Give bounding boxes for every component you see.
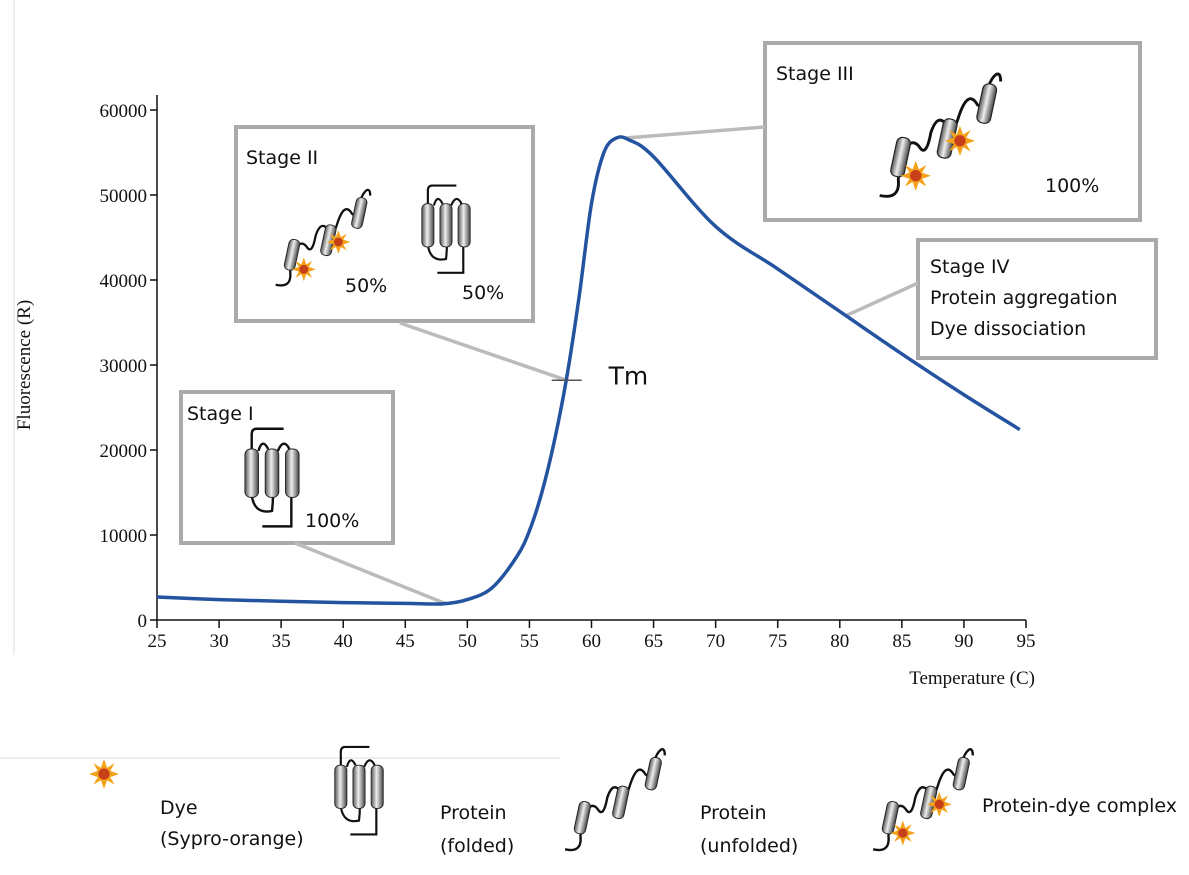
x-tick-label: 45 xyxy=(396,631,415,652)
x-tick-label: 55 xyxy=(520,631,539,652)
key-label: (Sypro-orange) xyxy=(160,828,304,850)
chart: Temperature (C) Fluorescence (R) 0 10000 2… xyxy=(0,0,1189,875)
key-label: Dye xyxy=(160,797,198,819)
annotation-text: 100% xyxy=(305,510,359,532)
x-tick-label: 80 xyxy=(830,631,849,652)
key-label: (unfolded) xyxy=(700,835,798,857)
annotation-text: Stage I xyxy=(187,403,254,425)
annotation-text: Stage IV xyxy=(930,256,1010,278)
key-label: Protein xyxy=(700,802,767,824)
y-tick-label: 60000 xyxy=(100,101,148,122)
annotation-text: Stage II xyxy=(246,147,318,169)
y-tick-label: 0 xyxy=(138,611,148,632)
x-tick-label: 90 xyxy=(954,631,973,652)
key-label: (folded) xyxy=(440,835,514,857)
x-tick-label: 85 xyxy=(892,631,911,652)
x-tick-label: 95 xyxy=(1017,631,1036,652)
annotation-text: Protein aggregation xyxy=(930,287,1118,309)
y-tick-label: 40000 xyxy=(100,271,148,292)
y-tick-label: 20000 xyxy=(100,441,148,462)
x-axis-label: Temperature (C) xyxy=(909,668,1035,689)
x-tick-label: 30 xyxy=(210,631,229,652)
x-tick-label: 40 xyxy=(334,631,353,652)
key-label: Protein xyxy=(440,802,507,824)
y-tick-label: 10000 xyxy=(100,526,148,547)
y-tick-label: 30000 xyxy=(100,356,148,377)
y-axis-label: Fluorescence (R) xyxy=(14,300,35,430)
x-tick-label: 35 xyxy=(272,631,291,652)
annotation-text: 100% xyxy=(1045,175,1099,197)
annotation-text: Dye dissociation xyxy=(930,318,1086,340)
annotation-text: 50% xyxy=(345,275,387,297)
x-tick-label: 60 xyxy=(582,631,601,652)
annotation-text: 50% xyxy=(462,282,504,304)
leader-line xyxy=(846,283,918,316)
x-tick-label: 25 xyxy=(148,631,167,652)
annotation-text: Stage III xyxy=(776,63,854,85)
icon xyxy=(335,747,384,835)
x-tick-label: 70 xyxy=(706,631,725,652)
icon xyxy=(565,749,665,850)
icon xyxy=(873,749,973,850)
leader-line xyxy=(295,543,446,604)
key-label: Protein-dye complex xyxy=(982,795,1177,817)
x-tick-label: 65 xyxy=(644,631,663,652)
x-tick-label: 75 xyxy=(768,631,787,652)
leader-line xyxy=(400,323,567,380)
y-tick-label: 50000 xyxy=(100,186,148,207)
leader-line xyxy=(625,127,765,138)
icon xyxy=(89,759,119,789)
x-tick-label: 50 xyxy=(458,631,477,652)
tm-label: Tm xyxy=(608,361,649,390)
